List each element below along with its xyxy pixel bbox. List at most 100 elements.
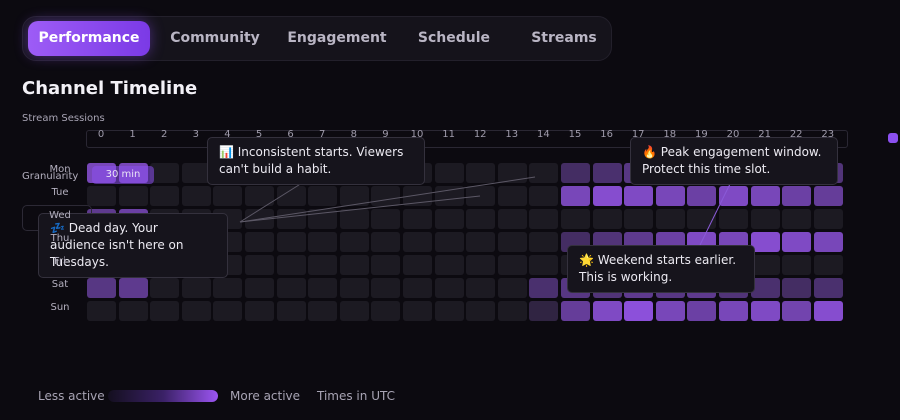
heatmap-cell-wed-5[interactable]	[245, 209, 274, 229]
heatmap-cell-fri-6[interactable]	[276, 255, 306, 275]
heatmap-cell-sat-23[interactable]	[813, 278, 843, 298]
heatmap-cell-wed-22[interactable]	[782, 209, 812, 229]
heatmap-cell-wed-17[interactable]	[624, 209, 654, 229]
heatmap-cell-tue-22[interactable]	[782, 186, 812, 206]
tab-community[interactable]: Community	[170, 30, 260, 46]
heatmap-cell-tue-9[interactable]	[371, 186, 401, 206]
heatmap-cell-wed-20[interactable]	[719, 209, 748, 229]
heatmap-cell-sun-2[interactable]	[150, 301, 180, 321]
heatmap-cell-sun-8[interactable]	[339, 301, 369, 321]
heatmap-cell-sat-12[interactable]	[466, 278, 496, 298]
heatmap-cell-thu-7[interactable]	[308, 232, 338, 252]
heatmap-cell-tue-18[interactable]	[655, 186, 685, 206]
tab-engagement[interactable]: Engagement	[287, 30, 387, 46]
heatmap-cell-fri-9[interactable]	[371, 255, 401, 275]
heatmap-cell-wed-6[interactable]	[276, 209, 306, 229]
heatmap-cell-sun-7[interactable]	[308, 301, 338, 321]
heatmap-cell-sat-4[interactable]	[213, 278, 243, 298]
heatmap-cell-sat-6[interactable]	[276, 278, 306, 298]
heatmap-cell-mon-14[interactable]	[529, 163, 559, 183]
heatmap-cell-tue-6[interactable]	[276, 186, 306, 206]
heatmap-cell-wed-11[interactable]	[434, 209, 464, 229]
heatmap-cell-tue-10[interactable]	[403, 186, 432, 206]
heatmap-cell-tue-1[interactable]	[118, 186, 148, 206]
heatmap-cell-sat-13[interactable]	[497, 278, 527, 298]
heatmap-cell-wed-21[interactable]	[750, 209, 780, 229]
heatmap-cell-sat-10[interactable]	[403, 278, 432, 298]
heatmap-cell-wed-23[interactable]	[813, 209, 843, 229]
heatmap-cell-sat-14[interactable]	[529, 278, 559, 298]
heatmap-cell-sun-6[interactable]	[276, 301, 306, 321]
heatmap-cell-mon-11[interactable]	[434, 163, 464, 183]
heatmap-cell-mon-3[interactable]	[181, 163, 211, 183]
heatmap-cell-mon-15[interactable]	[561, 163, 590, 183]
heatmap-cell-sat-22[interactable]	[782, 278, 812, 298]
heatmap-cell-sat-7[interactable]	[308, 278, 338, 298]
heatmap-cell-tue-17[interactable]	[624, 186, 654, 206]
heatmap-cell-sun-12[interactable]	[466, 301, 496, 321]
heatmap-cell-sun-19[interactable]	[687, 301, 717, 321]
heatmap-cell-thu-23[interactable]	[813, 232, 843, 252]
granularity-select[interactable]: 30 min	[92, 166, 154, 184]
heatmap-cell-sat-3[interactable]	[181, 278, 211, 298]
heatmap-cell-sun-14[interactable]	[529, 301, 559, 321]
heatmap-cell-fri-14[interactable]	[529, 255, 559, 275]
heatmap-cell-tue-2[interactable]	[150, 186, 180, 206]
heatmap-cell-thu-14[interactable]	[529, 232, 559, 252]
heatmap-cell-mon-16[interactable]	[592, 163, 622, 183]
tab-schedule[interactable]: Schedule	[417, 30, 491, 46]
heatmap-cell-sun-21[interactable]	[750, 301, 780, 321]
heatmap-cell-thu-21[interactable]	[750, 232, 780, 252]
heatmap-cell-sun-16[interactable]	[592, 301, 622, 321]
heatmap-cell-fri-12[interactable]	[466, 255, 496, 275]
heatmap-cell-sun-9[interactable]	[371, 301, 401, 321]
heatmap-cell-mon-2[interactable]	[150, 163, 180, 183]
heatmap-cell-tue-19[interactable]	[687, 186, 717, 206]
heatmap-cell-tue-14[interactable]	[529, 186, 559, 206]
heatmap-cell-thu-12[interactable]	[466, 232, 496, 252]
heatmap-cell-tue-16[interactable]	[592, 186, 622, 206]
heatmap-cell-sun-3[interactable]	[181, 301, 211, 321]
tab-streams[interactable]: Streams	[531, 30, 597, 46]
heatmap-cell-thu-11[interactable]	[434, 232, 464, 252]
heatmap-cell-sat-1[interactable]	[118, 278, 148, 298]
heatmap-cell-tue-21[interactable]	[750, 186, 780, 206]
heatmap-cell-sun-5[interactable]	[245, 301, 274, 321]
heatmap-cell-wed-16[interactable]	[592, 209, 622, 229]
heatmap-cell-tue-12[interactable]	[466, 186, 496, 206]
heatmap-cell-fri-13[interactable]	[497, 255, 527, 275]
heatmap-cell-fri-21[interactable]	[750, 255, 780, 275]
heatmap-cell-fri-23[interactable]	[813, 255, 843, 275]
heatmap-cell-fri-11[interactable]	[434, 255, 464, 275]
heatmap-cell-sun-11[interactable]	[434, 301, 464, 321]
heatmap-cell-sun-17[interactable]	[624, 301, 654, 321]
heatmap-cell-wed-15[interactable]	[561, 209, 590, 229]
heatmap-cell-sun-4[interactable]	[213, 301, 243, 321]
heatmap-cell-sun-1[interactable]	[118, 301, 148, 321]
heatmap-cell-sun-15[interactable]	[561, 301, 590, 321]
heatmap-cell-tue-4[interactable]	[213, 186, 243, 206]
heatmap-cell-sat-5[interactable]	[245, 278, 274, 298]
heatmap-cell-fri-8[interactable]	[339, 255, 369, 275]
tab-performance[interactable]: Performance	[28, 21, 150, 56]
heatmap-cell-tue-0[interactable]	[87, 186, 116, 206]
heatmap-cell-thu-13[interactable]	[497, 232, 527, 252]
heatmap-cell-fri-10[interactable]	[403, 255, 432, 275]
heatmap-cell-wed-14[interactable]	[529, 209, 559, 229]
timeline-handle-icon[interactable]	[888, 133, 898, 143]
heatmap-cell-tue-23[interactable]	[813, 186, 843, 206]
heatmap-cell-mon-12[interactable]	[466, 163, 496, 183]
heatmap-cell-tue-11[interactable]	[434, 186, 464, 206]
heatmap-cell-tue-15[interactable]	[561, 186, 590, 206]
heatmap-cell-wed-7[interactable]	[308, 209, 338, 229]
heatmap-cell-sat-0[interactable]	[87, 278, 116, 298]
heatmap-cell-sun-10[interactable]	[403, 301, 432, 321]
heatmap-cell-thu-5[interactable]	[245, 232, 274, 252]
heatmap-cell-mon-13[interactable]	[497, 163, 527, 183]
heatmap-cell-sun-0[interactable]	[87, 301, 116, 321]
heatmap-cell-sun-13[interactable]	[497, 301, 527, 321]
heatmap-cell-sun-23[interactable]	[813, 301, 843, 321]
heatmap-cell-wed-9[interactable]	[371, 209, 401, 229]
heatmap-cell-sun-20[interactable]	[719, 301, 748, 321]
heatmap-cell-sat-8[interactable]	[339, 278, 369, 298]
